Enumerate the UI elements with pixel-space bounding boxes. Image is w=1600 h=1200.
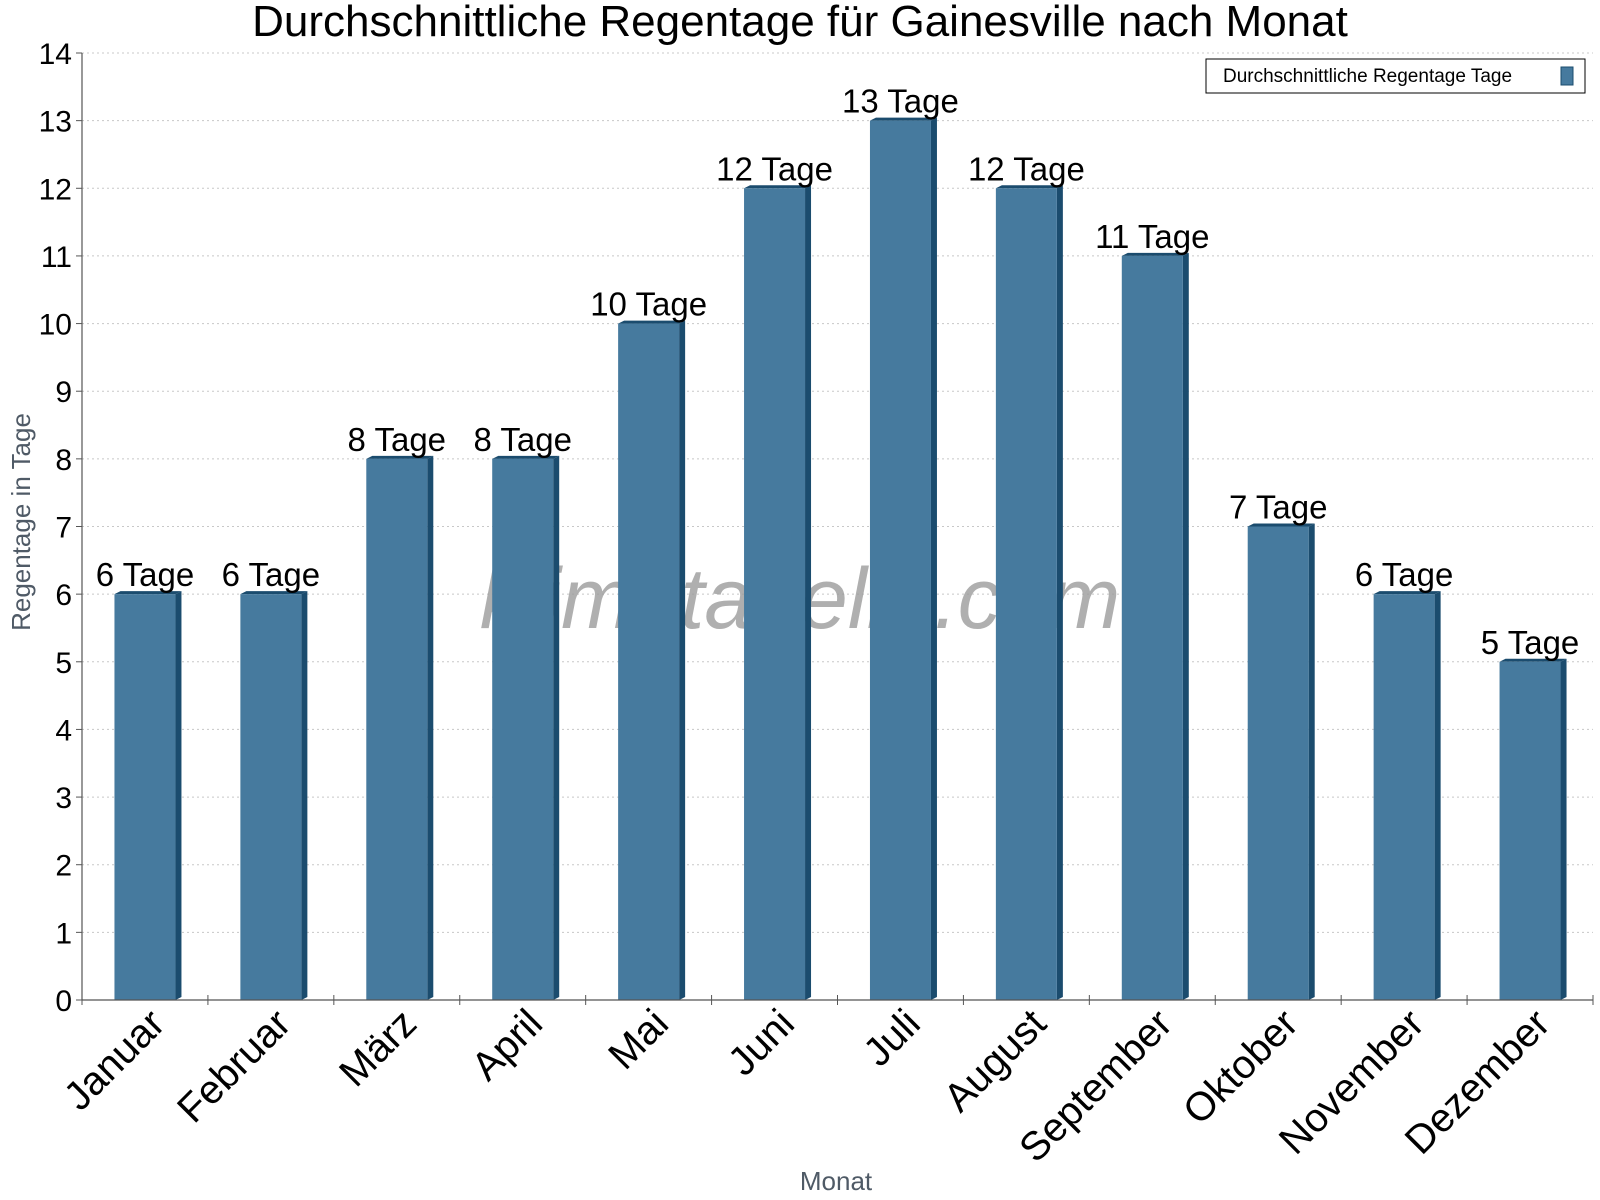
data-label: 12 Tage (968, 150, 1085, 187)
data-label: 7 Tage (1229, 489, 1327, 526)
bar-top (240, 591, 308, 595)
data-label: 12 Tage (716, 150, 833, 187)
x-tick-label: Juli (855, 1001, 929, 1075)
y-tick-label: 10 (39, 309, 72, 342)
x-tick-label: Februar (169, 1001, 299, 1131)
bar (744, 188, 806, 1001)
bar-side (1560, 658, 1567, 1000)
x-tick-label: Januar (56, 1001, 174, 1119)
bar-top (1121, 252, 1189, 256)
y-axis-label: Regentage in Tage (6, 413, 36, 631)
bar-top (1499, 658, 1567, 662)
bar (869, 120, 931, 1000)
data-label: 5 Tage (1481, 624, 1579, 661)
bar-top (1373, 591, 1441, 595)
bar-side (1308, 523, 1315, 1000)
y-tick-label: 4 (55, 714, 72, 747)
bar-side (805, 185, 812, 1001)
bar (618, 323, 680, 1001)
data-label: 8 Tage (473, 421, 571, 458)
bar (492, 458, 554, 1000)
data-label: 8 Tage (348, 421, 446, 458)
legend-label: Durchschnittliche Regentage Tage (1223, 66, 1512, 87)
bar-side (679, 320, 686, 1001)
data-label: 6 Tage (222, 556, 320, 593)
bar-top (869, 117, 937, 121)
data-label: 13 Tage (842, 83, 959, 120)
x-axis-label: Monat (800, 1166, 873, 1196)
y-tick-label: 7 (55, 512, 72, 545)
bar-side (1182, 252, 1189, 1000)
bar-top (492, 455, 560, 459)
x-tick-label: August (936, 1001, 1055, 1120)
data-label: 10 Tage (590, 286, 707, 323)
bar-side (175, 591, 182, 1000)
x-tick-label: Oktober (1175, 1001, 1307, 1133)
legend-swatch (1560, 66, 1574, 86)
bar-side (1434, 591, 1441, 1000)
y-tick-label: 5 (55, 647, 72, 680)
x-tick-label: März (331, 1001, 425, 1095)
bar (995, 188, 1057, 1001)
y-tick-label: 2 (55, 850, 72, 883)
bar (1247, 526, 1309, 1000)
bar (366, 458, 428, 1000)
y-tick-label: 3 (55, 782, 72, 815)
bar-top (744, 185, 812, 189)
bar (114, 594, 176, 1000)
bar (1121, 255, 1183, 1000)
legend: Durchschnittliche Regentage Tage (1205, 58, 1586, 94)
bar-top (366, 455, 434, 459)
gridlines (82, 52, 1593, 933)
bars (114, 117, 1567, 1001)
bar-top (995, 185, 1063, 189)
y-tick-label: 13 (39, 106, 72, 139)
x-tick-label: Juni (720, 1001, 803, 1084)
data-label: 11 Tage (1095, 218, 1209, 255)
axes (76, 52, 1594, 1005)
chart-title: Durchschnittliche Regentage für Gainesvi… (252, 0, 1348, 46)
bar (1373, 594, 1435, 1000)
bar (1499, 661, 1561, 1000)
bar-side (930, 117, 937, 1000)
y-tick-label: 8 (55, 444, 72, 477)
y-tick-label: 9 (55, 376, 72, 409)
bar-side (301, 591, 308, 1000)
bar (240, 594, 302, 1000)
data-labels: 6 Tage 6 Tage 8 Tage 8 Tage 10 Tage 12 Tage13… (96, 83, 1580, 661)
x-tick-label: April (463, 1001, 551, 1089)
bar-side (427, 455, 434, 1000)
bar-top (114, 591, 182, 595)
bar-top (1247, 523, 1315, 527)
y-tick-label: 11 (41, 241, 72, 274)
y-tick-label: 1 (55, 917, 72, 950)
y-tick-label: 14 (39, 38, 72, 71)
y-tick-label: 0 (55, 985, 72, 1018)
bar-side (1056, 185, 1063, 1001)
bar-side (553, 455, 560, 1000)
data-label: 6 Tage (1355, 556, 1453, 593)
bar-top (618, 320, 686, 324)
x-tick-label: Mai (600, 1001, 677, 1078)
y-tick-label: 6 (55, 579, 72, 612)
legend-box (1205, 58, 1586, 94)
data-label: 6 Tage (96, 556, 194, 593)
y-tick-label: 12 (39, 173, 72, 206)
